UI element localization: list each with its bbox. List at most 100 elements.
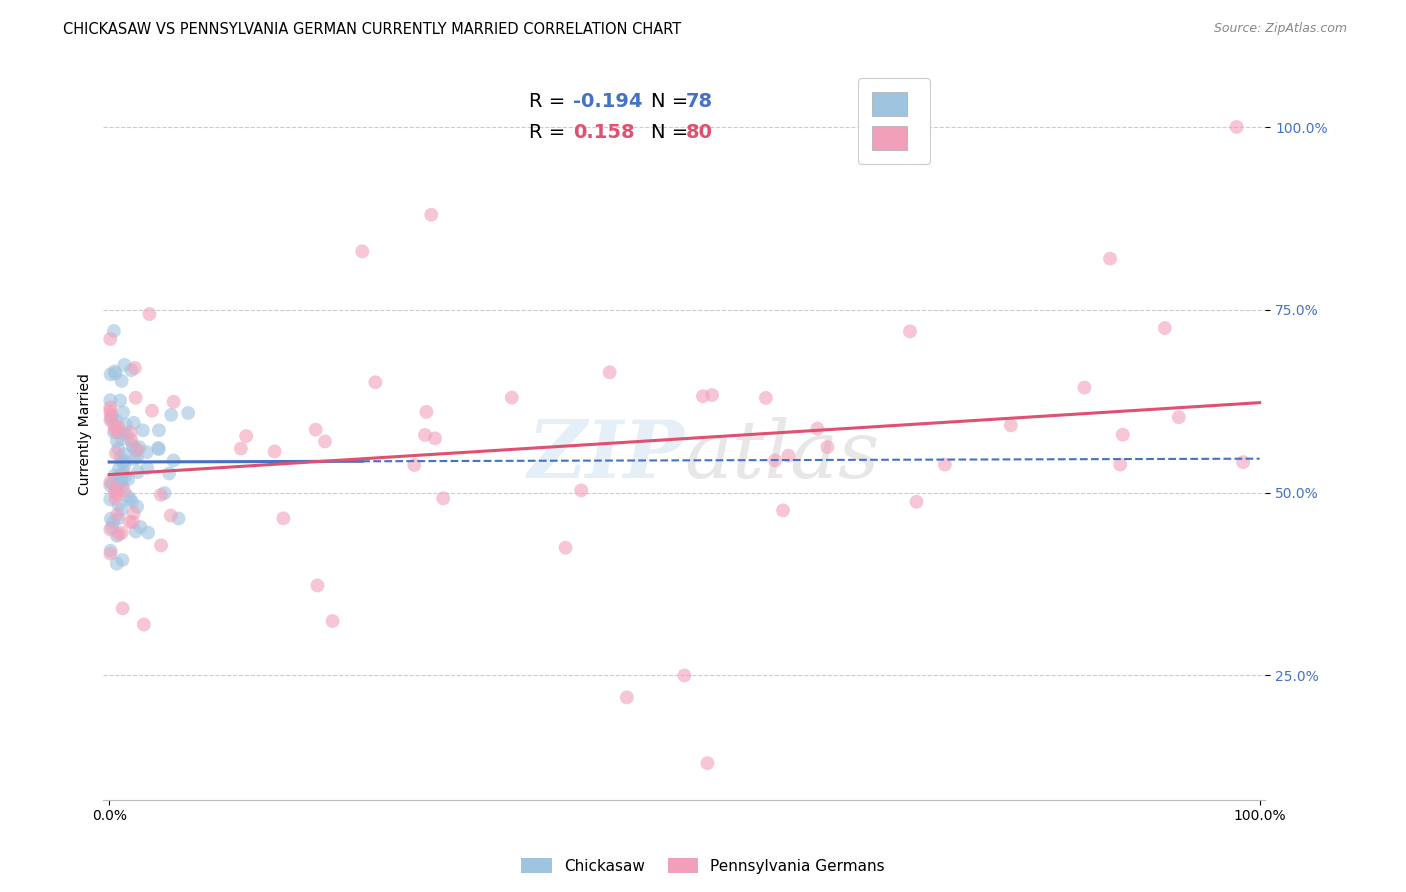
Text: -0.194: -0.194 <box>572 92 643 111</box>
Point <box>110 503 132 517</box>
Point <box>415 405 437 419</box>
Point <box>110 473 132 487</box>
Point <box>115 428 138 442</box>
Point <box>107 475 129 490</box>
Text: Source: ZipAtlas.com: Source: ZipAtlas.com <box>1213 22 1347 36</box>
Point <box>778 449 800 463</box>
Point <box>177 406 200 420</box>
Point <box>104 446 127 460</box>
Point <box>124 391 146 405</box>
Text: 78: 78 <box>686 92 713 111</box>
Point <box>162 394 184 409</box>
Text: 0.158: 0.158 <box>572 123 634 143</box>
Point <box>127 465 149 479</box>
Point <box>111 425 134 440</box>
Point <box>107 425 129 440</box>
Point <box>150 538 173 552</box>
Point <box>101 476 124 491</box>
Point <box>98 475 121 490</box>
Point <box>105 483 128 497</box>
Point <box>103 516 125 530</box>
Text: atlas: atlas <box>685 417 880 495</box>
Point <box>413 428 436 442</box>
Point <box>307 578 329 592</box>
Point <box>112 465 135 479</box>
Point <box>1226 120 1249 134</box>
Point <box>148 442 170 457</box>
Point <box>1000 418 1022 433</box>
Point <box>905 495 928 509</box>
Point <box>103 324 125 338</box>
Point <box>772 503 794 517</box>
Point <box>114 454 136 468</box>
Point <box>554 541 576 555</box>
Text: CHICKASAW VS PENNSYLVANIA GERMAN CURRENTLY MARRIED CORRELATION CHART: CHICKASAW VS PENNSYLVANIA GERMAN CURRENT… <box>63 22 682 37</box>
Point <box>110 468 132 483</box>
Point <box>127 442 149 457</box>
Point <box>110 475 132 490</box>
Point <box>1099 252 1122 266</box>
Point <box>136 525 159 540</box>
Point <box>114 358 136 372</box>
Point <box>107 442 129 456</box>
Point <box>273 511 295 525</box>
Point <box>110 450 132 465</box>
Point <box>167 511 190 525</box>
Point <box>100 411 122 425</box>
Point <box>107 498 129 512</box>
Point <box>103 364 125 378</box>
Point <box>100 543 122 558</box>
Point <box>404 458 426 472</box>
Point <box>104 423 127 437</box>
Point <box>1153 321 1175 335</box>
Point <box>127 450 149 465</box>
Point <box>101 520 124 534</box>
Point <box>100 368 122 382</box>
Legend: Chickasaw, Pennsylvania Germans: Chickasaw, Pennsylvania Germans <box>515 852 891 880</box>
Y-axis label: Currently Married: Currently Married <box>79 373 93 495</box>
Point <box>815 440 838 454</box>
Point <box>112 483 135 498</box>
Point <box>1073 381 1095 395</box>
Point <box>263 444 285 458</box>
Point <box>117 489 139 503</box>
Text: 80: 80 <box>686 123 713 143</box>
Point <box>100 413 122 427</box>
Text: R =: R = <box>529 92 565 111</box>
Point <box>138 307 160 321</box>
Point <box>806 422 828 436</box>
Point <box>569 483 592 498</box>
Point <box>352 244 374 259</box>
Text: ZIP: ZIP <box>527 417 685 495</box>
Point <box>122 506 145 520</box>
Point <box>121 494 143 508</box>
Point <box>128 440 150 454</box>
Point <box>100 512 122 526</box>
Point <box>124 443 146 458</box>
Point <box>105 434 128 448</box>
Point <box>229 442 252 456</box>
Point <box>108 461 131 475</box>
Point <box>104 480 127 494</box>
Point <box>122 438 145 452</box>
Point <box>111 456 134 470</box>
Point <box>98 492 121 507</box>
Point <box>1112 427 1135 442</box>
Point <box>105 557 128 571</box>
Point <box>105 529 128 543</box>
Point <box>111 432 134 446</box>
Point <box>696 756 718 771</box>
Point <box>599 365 621 379</box>
Point <box>700 388 723 402</box>
Point <box>1232 455 1254 469</box>
Point <box>305 423 328 437</box>
Point <box>132 423 155 437</box>
Point <box>127 500 149 514</box>
Point <box>763 453 786 467</box>
Point <box>121 515 143 529</box>
Point <box>124 452 146 467</box>
Point <box>423 431 446 445</box>
Point <box>898 324 921 338</box>
Point <box>420 208 443 222</box>
Point <box>322 614 344 628</box>
